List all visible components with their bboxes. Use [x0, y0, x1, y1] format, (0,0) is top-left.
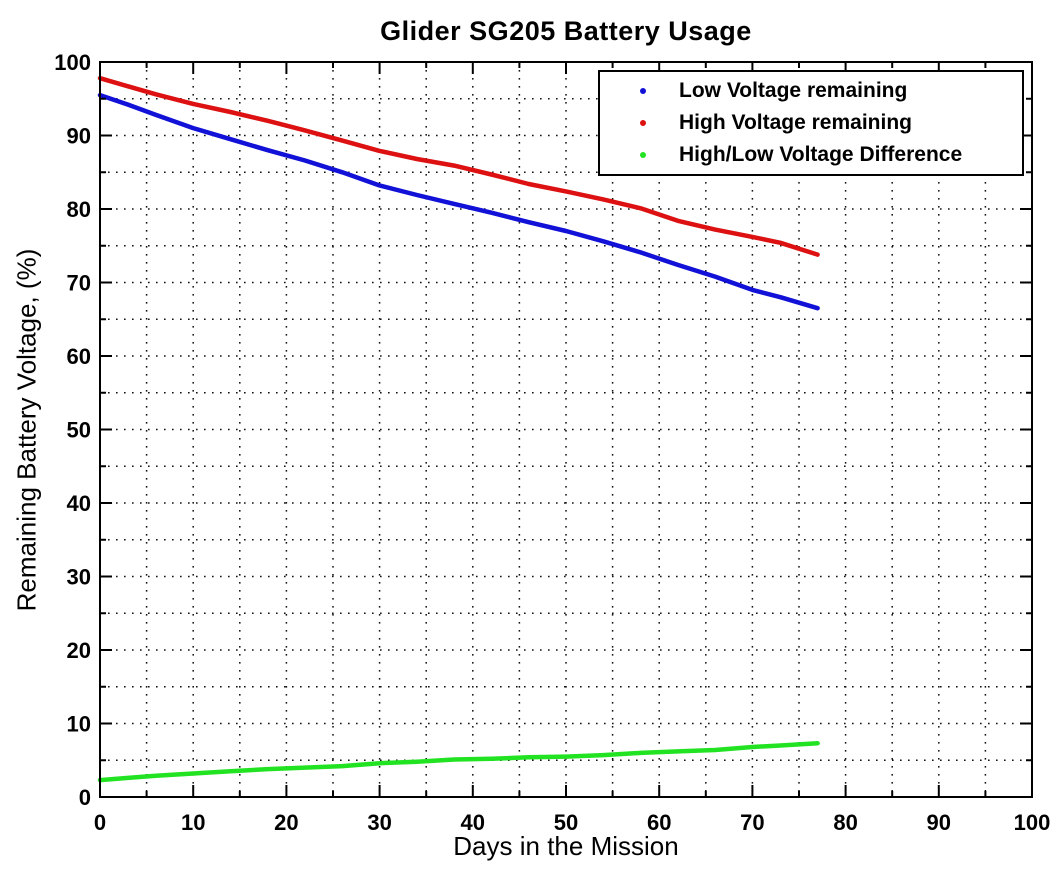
- chart-title: Glider SG205 Battery Usage: [380, 16, 752, 46]
- x-tick-label: 30: [367, 810, 391, 835]
- low-voltage-marker-icon: [640, 88, 646, 94]
- legend-entry-low-voltage: Low Voltage remaining: [600, 76, 1022, 106]
- y-tick-label: 50: [67, 418, 91, 443]
- y-tick-label: 10: [67, 712, 91, 737]
- y-tick-label: 90: [67, 124, 91, 149]
- high-voltage-marker-icon: [640, 120, 646, 126]
- y-tick-label: 20: [67, 638, 91, 663]
- x-tick-label: 70: [740, 810, 764, 835]
- x-tick-label: 60: [647, 810, 671, 835]
- legend-entry-difference: High/Low Voltage Difference: [600, 140, 1022, 170]
- y-tick-label: 60: [67, 344, 91, 369]
- series-line-high-low-voltage-difference: [97, 741, 820, 783]
- legend-entry-high-voltage: High Voltage remaining: [600, 108, 1022, 138]
- series-line-high-voltage-remaining: [97, 75, 820, 257]
- y-tick-label: 0: [79, 785, 91, 810]
- legend-label-difference: High/Low Voltage Difference: [679, 143, 963, 166]
- y-tick-label: 100: [54, 50, 91, 75]
- x-tick-label: 80: [833, 810, 857, 835]
- x-tick-label: 100: [1014, 810, 1051, 835]
- difference-marker-icon: [640, 152, 646, 158]
- y-tick-label: 80: [67, 197, 91, 222]
- legend-label-high-voltage: High Voltage remaining: [679, 111, 912, 134]
- x-tick-label: 0: [94, 810, 106, 835]
- y-tick-label: 30: [67, 565, 91, 590]
- x-tick-label: 50: [554, 810, 578, 835]
- legend: Low Voltage remaining High Voltage remai…: [598, 70, 1024, 176]
- x-tick-label: 20: [274, 810, 298, 835]
- x-axis-label: Days in the Mission: [453, 831, 679, 861]
- legend-label-low-voltage: Low Voltage remaining: [679, 79, 908, 102]
- x-tick-label: 40: [461, 810, 485, 835]
- y-tick-label: 40: [67, 491, 91, 516]
- x-tick-label: 90: [927, 810, 951, 835]
- y-tick-label: 70: [67, 271, 91, 296]
- x-tick-label: 10: [181, 810, 205, 835]
- series-line-low-voltage-remaining: [97, 92, 820, 311]
